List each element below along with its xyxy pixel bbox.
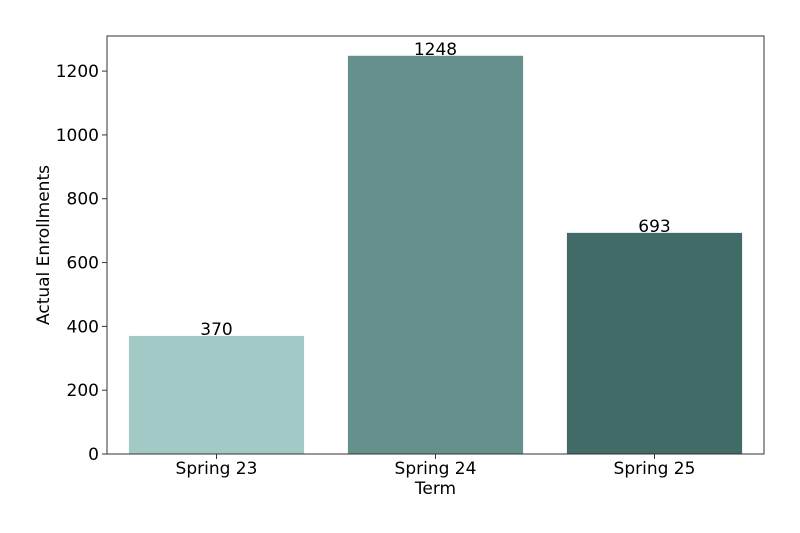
y-axis-ticks: 0 200 400 600 800 1000 1200 (56, 62, 107, 465)
y-tick-label: 800 (67, 190, 99, 210)
bar-spring-24 (347, 55, 524, 455)
x-axis-ticks: Spring 23 Spring 24 Spring 25 (176, 454, 696, 479)
x-tick-label: Spring 23 (176, 459, 258, 479)
data-labels-group: 370 1248 693 (200, 40, 670, 340)
y-tick-label: 400 (67, 317, 99, 337)
bar-spring-23 (128, 335, 305, 454)
x-tick-label: Spring 24 (395, 459, 477, 479)
y-tick-label: 1200 (56, 62, 99, 82)
x-axis-label: Term (414, 479, 456, 499)
data-label-spring-25: 693 (638, 217, 670, 237)
y-axis-label: Actual Enrollments (34, 165, 54, 325)
x-tick-label: Spring 25 (614, 459, 696, 479)
y-tick-label: 600 (67, 254, 99, 274)
bars-group (128, 55, 743, 455)
y-tick-label: 0 (88, 445, 99, 465)
bar-spring-25 (566, 232, 743, 454)
data-label-spring-24: 1248 (414, 40, 457, 60)
y-tick-label: 1000 (56, 126, 99, 146)
data-label-spring-23: 370 (200, 320, 232, 340)
y-tick-label: 200 (67, 381, 99, 401)
